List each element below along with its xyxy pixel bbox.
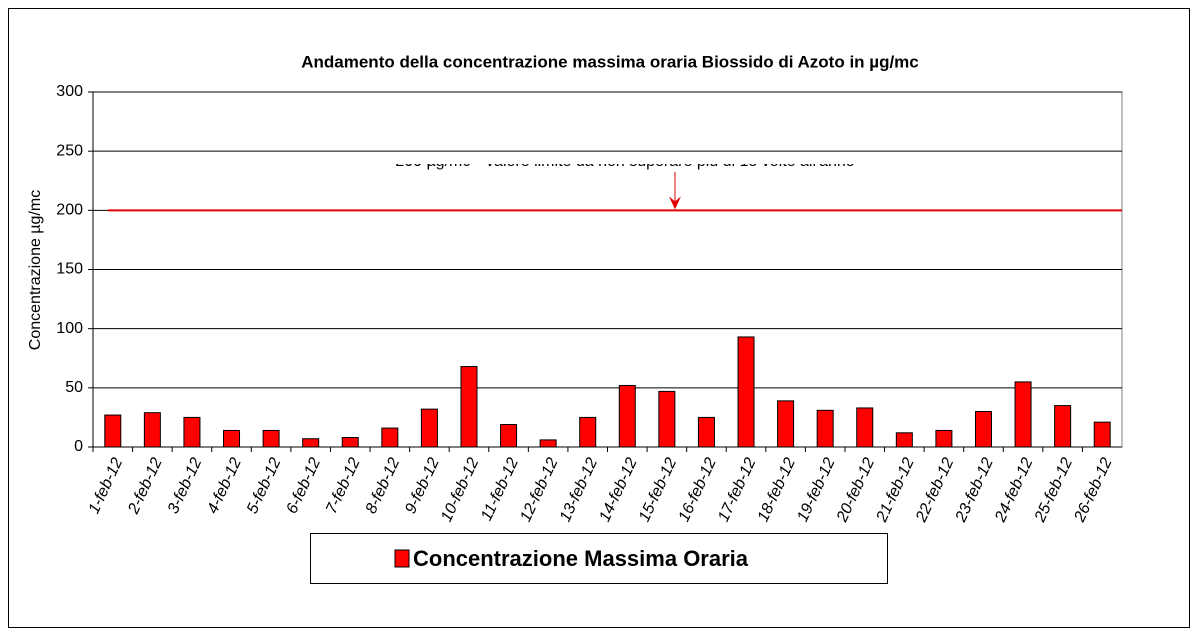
annotation-arrowhead	[669, 196, 681, 210]
bar	[618, 384, 636, 448]
bar	[500, 424, 518, 448]
y-tick-label: 100	[56, 320, 83, 337]
bar	[143, 412, 161, 448]
bar	[460, 366, 478, 448]
y-tick-label: 250	[56, 142, 83, 159]
bar	[104, 414, 122, 448]
bar	[1093, 421, 1111, 448]
bar	[223, 429, 241, 448]
legend-label: Concentrazione Massima Oraria	[413, 546, 749, 571]
y-tick-label: 300	[56, 83, 83, 100]
y-tick-label: 50	[65, 379, 83, 396]
chart-frame	[8, 8, 1190, 628]
bar	[420, 408, 438, 448]
bar	[1054, 405, 1072, 448]
bar	[816, 409, 834, 448]
bar	[262, 429, 280, 448]
bar	[974, 411, 992, 448]
bar	[856, 407, 874, 448]
bar	[579, 416, 597, 448]
bar	[935, 429, 953, 448]
bar	[1014, 381, 1032, 448]
chart-title: Andamento della concentrazione massima o…	[301, 52, 919, 71]
bar	[302, 438, 320, 448]
bar	[381, 427, 399, 448]
bar	[658, 390, 676, 448]
bar	[737, 336, 755, 448]
y-axis-label: Concentrazione µg/mc	[27, 190, 44, 350]
bar	[539, 439, 557, 448]
y-tick-label: 150	[56, 261, 83, 278]
bar	[777, 400, 795, 448]
y-tick-label: 0	[74, 438, 83, 455]
reference-label: 200 µg/mc - Valore limite da non superar…	[395, 153, 854, 170]
bar	[697, 416, 715, 448]
y-tick-label: 200	[56, 202, 83, 219]
legend-swatch	[394, 549, 410, 568]
bar	[895, 432, 913, 448]
bar	[341, 437, 359, 448]
bar	[183, 416, 201, 448]
